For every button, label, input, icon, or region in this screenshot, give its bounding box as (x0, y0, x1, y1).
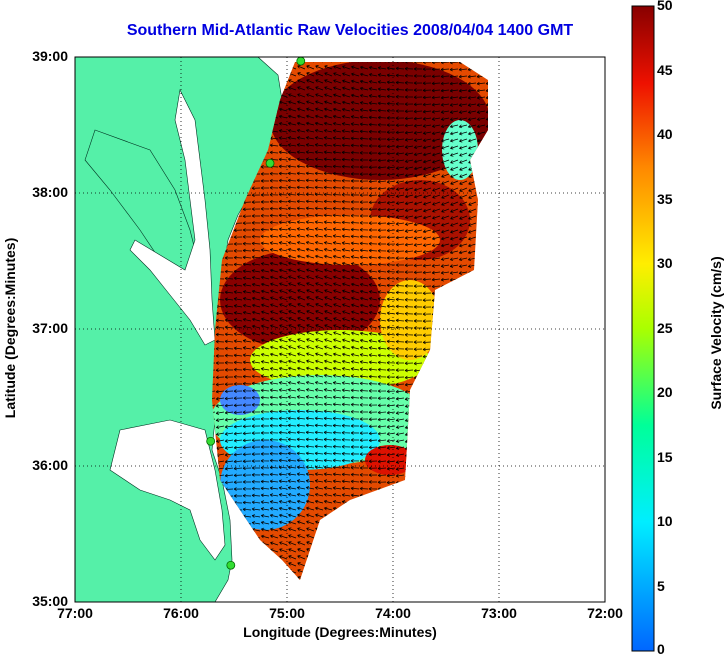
x-tick: 77:00 (57, 605, 93, 621)
radar-stations (206, 57, 306, 570)
station-marker (265, 158, 275, 168)
colorbar-tick: 15 (657, 449, 673, 465)
x-tick: 76:00 (163, 605, 199, 621)
colorbar (631, 5, 655, 652)
y-tick: 36:00 (32, 457, 68, 473)
x-tick: 73:00 (481, 605, 517, 621)
colorbar-tick: 40 (657, 126, 673, 142)
colorbar-label: Surface Velocity (cm/s) (708, 256, 724, 410)
pamlico-sound (109, 419, 226, 561)
y-tick: 39:00 (32, 48, 68, 64)
grid (75, 57, 605, 602)
y-tick: 35:00 (32, 593, 68, 609)
station-marker (226, 560, 236, 570)
colorbar-tick: 10 (657, 513, 673, 529)
station-marker (296, 57, 306, 66)
x-tick: 72:00 (587, 605, 623, 621)
colorbar-tick: 35 (657, 191, 673, 207)
x-axis-label: Longitude (Degrees:Minutes) (243, 624, 437, 640)
x-tick: 74:00 (375, 605, 411, 621)
colorbar-tick: 50 (657, 0, 673, 13)
colorbar-tick: 0 (657, 641, 665, 657)
x-tick: 75:00 (269, 605, 305, 621)
colorbar-tick: 30 (657, 255, 673, 271)
station-marker (206, 436, 216, 446)
y-tick: 37:00 (32, 320, 68, 336)
colorbar-tick: 20 (657, 384, 673, 400)
colorbar-tick: 5 (657, 578, 665, 594)
chart-title: Southern Mid-Atlantic Raw Velocities 200… (126, 22, 574, 39)
colorbar-tick: 25 (657, 320, 673, 336)
chesapeake-bay (129, 89, 216, 346)
colorbar-tick: 45 (657, 62, 673, 78)
plot-frame (74, 56, 606, 603)
y-tick: 38:00 (32, 184, 68, 200)
